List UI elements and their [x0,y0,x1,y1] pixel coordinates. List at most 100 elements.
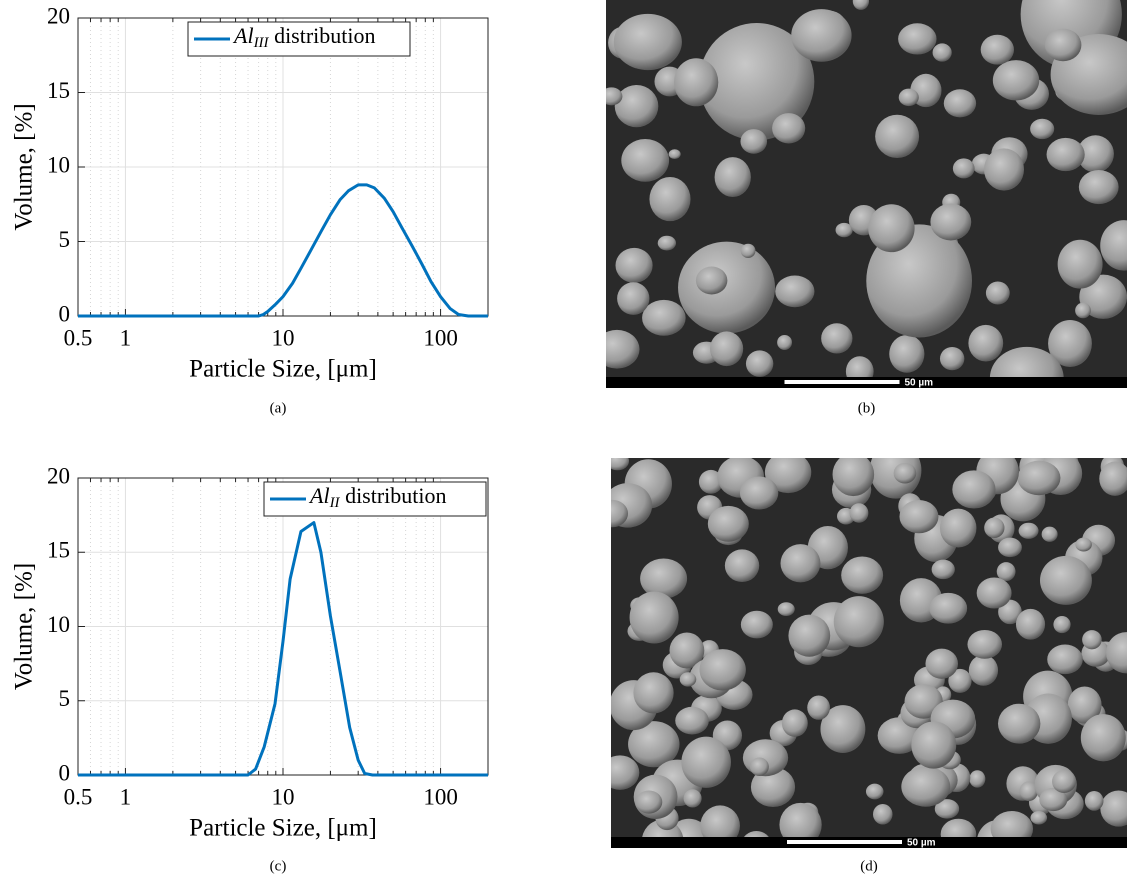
particle [674,58,718,106]
particle [967,630,1002,659]
particle [997,562,1016,581]
particle [777,335,792,350]
particle [642,300,686,336]
scale-bar [787,840,902,844]
x-tick-label: 10 [272,784,295,809]
particle [621,139,669,182]
particle [615,85,659,127]
particle [898,23,936,54]
particle [1031,811,1048,824]
particle [953,158,975,178]
particle [772,113,805,143]
particle [778,602,795,616]
y-tick-label: 5 [59,686,71,711]
particle [1082,630,1102,649]
caption: (a) [270,400,287,416]
particle [597,500,628,527]
caption: (c) [270,858,287,874]
particle [807,695,830,719]
particle [940,347,964,370]
particle [616,248,653,283]
particle [984,148,1024,190]
x-tick-label: 0.5 [64,325,93,350]
particle [740,129,767,154]
particle [658,236,676,251]
particle [1052,770,1076,793]
particle [678,242,775,334]
particle [901,766,950,806]
x-tick-label: 100 [423,325,458,350]
particle [932,560,955,580]
legend: AlIII distribution [188,22,410,56]
particle [868,204,914,252]
particle [940,509,977,548]
particle [725,549,759,582]
particle [984,517,1004,538]
particle [715,157,751,197]
particle [1040,556,1092,605]
x-tick-label: 0.5 [64,784,93,809]
y-axis-label: Volume, [%] [11,563,38,690]
particle [669,149,681,159]
x-axis-label: Particle Size, [μm] [189,815,377,842]
particle [708,506,749,542]
x-tick-label: 1 [120,325,132,350]
micrograph: 50 µm [594,0,1127,409]
particle [873,804,893,825]
particle [1019,523,1039,539]
legend-label: AlIII distribution [232,23,376,51]
particle [1079,170,1119,204]
scale-bar-label: 50 µm [907,838,936,849]
micrograph: 50 µm [597,442,1127,867]
particle [929,593,967,624]
particle [630,592,679,644]
particle [741,244,756,258]
legend: AlII distribution [264,482,486,516]
figure: 0.511010005101520AlIII distributionParti… [0,0,1127,881]
particle [875,115,919,158]
particle [833,453,875,496]
particle [1016,609,1045,640]
particle [866,784,884,800]
particle [791,9,851,62]
legend-label: AlII distribution [308,483,447,511]
particle [1075,303,1091,319]
particle [981,35,1014,65]
particle [675,707,709,735]
particle [1047,138,1085,171]
scale-bar-label: 50 µm [905,378,934,389]
particle [775,275,814,307]
particle [1045,29,1082,62]
particle [636,791,663,814]
particle [899,500,938,533]
particle [1058,240,1103,289]
particle [1047,645,1083,675]
particle [969,770,985,787]
particle [696,267,728,295]
particle [944,89,976,117]
y-tick-label: 20 [47,463,70,488]
particle [750,757,769,776]
particle [603,483,652,527]
particle [930,204,971,241]
particle [617,282,649,315]
particle [894,463,917,484]
particle [952,470,995,508]
particle [594,330,639,369]
particle [911,721,956,768]
y-tick-label: 20 [47,3,70,28]
particle [606,452,629,471]
particle [740,477,778,510]
particle [1081,714,1126,761]
x-axis-label: Particle Size, [μm] [189,356,377,383]
particle [969,655,998,686]
particle [834,596,884,647]
particle [684,789,702,807]
particle [782,709,808,736]
caption: (d) [860,858,878,874]
particle [821,323,852,353]
particle [601,755,640,789]
particle [681,737,731,788]
y-tick-label: 10 [47,152,70,177]
particle [741,611,773,639]
